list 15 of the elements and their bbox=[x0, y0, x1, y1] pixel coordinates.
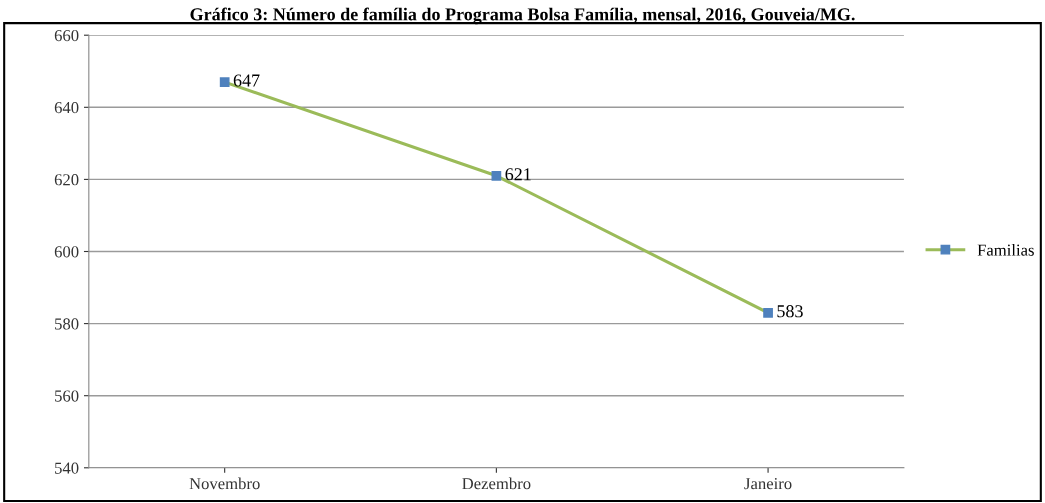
chart-title: Gráfico 3: Número de família do Programa Bolsa Família, mensal, 2016, Gouveia/MG. bbox=[190, 7, 855, 25]
x-tick-label: Dezembro bbox=[462, 477, 531, 490]
y-tick-label: 600 bbox=[54, 246, 79, 258]
y-tick-label: 640 bbox=[54, 102, 79, 114]
y-tick-label: 580 bbox=[55, 318, 79, 330]
data-label: 621 bbox=[505, 168, 531, 181]
y-tick-label: 620 bbox=[54, 174, 79, 186]
y-tick-label: 560 bbox=[55, 390, 79, 402]
x-tick-label: Janeiro bbox=[744, 478, 792, 490]
data-label: 647 bbox=[233, 74, 260, 87]
legend-label: Familias bbox=[977, 243, 1034, 256]
data-label: 583 bbox=[777, 305, 803, 318]
y-tick-label: 540 bbox=[55, 462, 79, 474]
x-tick-label: Novembro bbox=[189, 477, 260, 490]
y-tick-label: 660 bbox=[54, 29, 79, 42]
